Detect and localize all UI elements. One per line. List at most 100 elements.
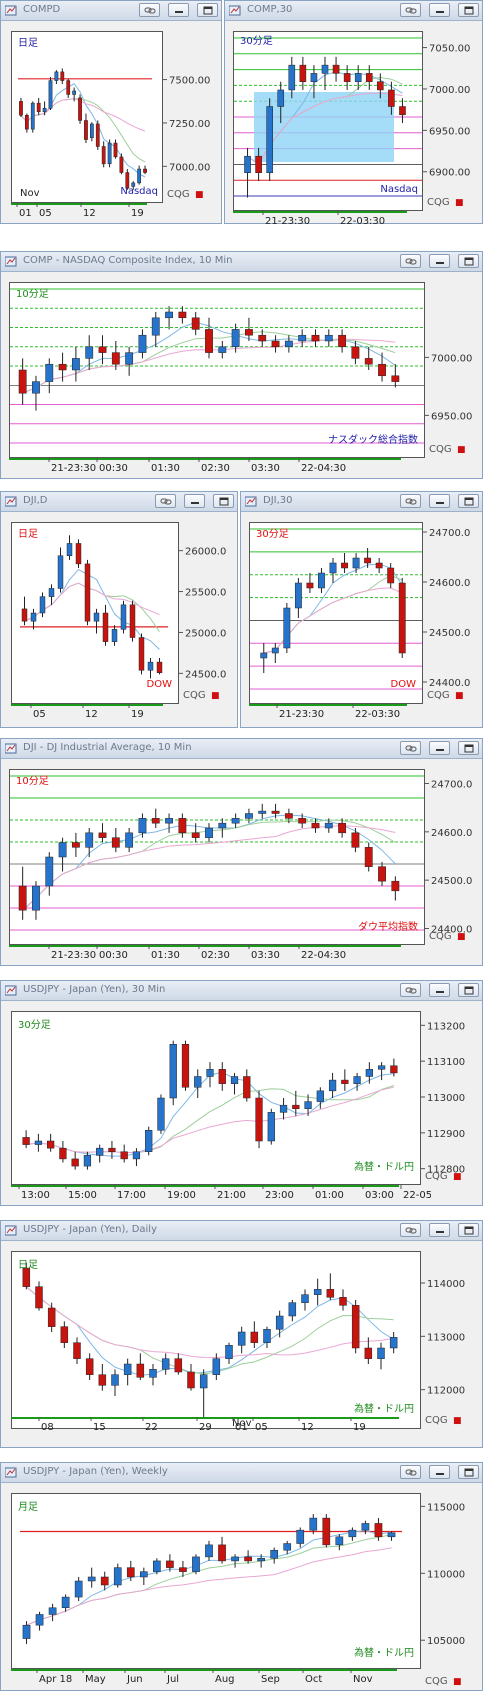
x-tick-label: Nov bbox=[353, 1674, 373, 1685]
titlebar[interactable]: DJI,30 bbox=[241, 492, 482, 512]
maximize-button[interactable] bbox=[458, 1465, 479, 1479]
chart-window-comp30[interactable]: COMP,30 30分足 Nasdaq 7050.00 7000.00 6950.00… bbox=[224, 0, 483, 224]
titlebar[interactable]: USDJPY - Japan (Yen), Weekly bbox=[1, 1463, 482, 1483]
link-icon bbox=[405, 7, 417, 14]
minimize-button[interactable] bbox=[428, 1465, 450, 1479]
cqg-logo-mark: ■ bbox=[455, 198, 464, 208]
candle bbox=[22, 1137, 30, 1145]
chart-window-usdjpyw[interactable]: USDJPY - Japan (Yen), Weekly 月足 為替・ドル円 11… bbox=[0, 1462, 483, 1691]
link-button[interactable] bbox=[399, 983, 421, 997]
candle bbox=[348, 1529, 357, 1538]
candle bbox=[294, 582, 302, 609]
link-button[interactable] bbox=[154, 494, 176, 508]
titlebar[interactable]: USDJPY - Japan (Yen), Daily bbox=[1, 1221, 482, 1241]
link-button[interactable] bbox=[399, 1223, 421, 1237]
link-button[interactable] bbox=[399, 3, 421, 17]
plot-area[interactable]: 日足 為替・ドル円 Nov bbox=[11, 1251, 421, 1429]
chart-window-dji30[interactable]: DJI,30 30分足 DOW 24700.0 24600.0 24500.0 2440… bbox=[240, 491, 483, 728]
window-title: DJI,D bbox=[23, 495, 48, 506]
period-label: 日足 bbox=[18, 37, 38, 49]
link-button[interactable] bbox=[138, 3, 160, 17]
candle bbox=[149, 1369, 157, 1378]
plot-area[interactable]: 日足 DOW bbox=[11, 522, 179, 704]
candle bbox=[277, 89, 285, 107]
candle bbox=[364, 358, 373, 365]
chart-window-djid[interactable]: DJI,D 日足 DOW 26000.0 25500.0 25000.0 24500.0… bbox=[0, 491, 238, 728]
candle bbox=[218, 822, 227, 829]
minimize-button[interactable] bbox=[167, 3, 189, 17]
titlebar[interactable]: DJI - DJ Industrial Average, 10 Min bbox=[1, 739, 482, 759]
minimize-button[interactable] bbox=[428, 494, 450, 508]
maximize-button[interactable] bbox=[213, 494, 234, 508]
minimize-button[interactable] bbox=[428, 983, 450, 997]
plot-area[interactable]: 10分足 ナスダック総合指数 bbox=[9, 282, 425, 458]
candle bbox=[75, 543, 82, 565]
maximize-button[interactable] bbox=[458, 1223, 479, 1237]
candle bbox=[329, 562, 337, 574]
maximize-button[interactable] bbox=[458, 741, 479, 755]
candle bbox=[54, 71, 59, 81]
titlebar[interactable]: DJI,D bbox=[1, 492, 237, 512]
y-tick-label: 24600.0 bbox=[431, 828, 472, 839]
x-tick-label: 21:00 bbox=[217, 1190, 246, 1201]
link-button[interactable] bbox=[399, 254, 421, 268]
y-tick-label: 7000.00 bbox=[431, 353, 472, 364]
chart-window-compd[interactable]: COMPD 日足 Nasdaq Nov 7500.00 7250.00 7000.00 C… bbox=[0, 0, 222, 224]
chart-window-dji10[interactable]: DJI - DJ Industrial Average, 10 Min 10分足… bbox=[0, 738, 483, 966]
candle bbox=[19, 101, 23, 116]
cqg-logo: CQG bbox=[425, 1415, 448, 1426]
candle bbox=[205, 329, 213, 353]
candle bbox=[48, 1607, 57, 1615]
candle bbox=[199, 1374, 208, 1389]
titlebar[interactable]: COMP - NASDAQ Composite Index, 10 Min bbox=[1, 252, 482, 272]
cqg-logo: CQG bbox=[429, 444, 452, 455]
maximize-button[interactable] bbox=[458, 254, 479, 268]
y-tick-label: 112800 bbox=[427, 1165, 465, 1176]
minimize-button[interactable] bbox=[428, 1223, 450, 1237]
plot-area[interactable]: 月足 為替・ドル円 bbox=[11, 1493, 421, 1669]
candle bbox=[231, 329, 240, 348]
candle bbox=[263, 1329, 271, 1343]
plot-area[interactable]: 日足 Nasdaq Nov bbox=[11, 31, 163, 203]
minimize-button[interactable] bbox=[428, 741, 450, 755]
titlebar[interactable]: COMPD bbox=[1, 1, 221, 21]
candle bbox=[72, 90, 77, 95]
candle bbox=[354, 73, 362, 82]
candle bbox=[341, 562, 348, 569]
moving-average-20 bbox=[22, 825, 396, 911]
chart-svg: 日足 DOW bbox=[18, 528, 172, 690]
y-axis: 7050.00 7000.00 6950.00 6900.00 CQG ■ bbox=[423, 44, 470, 208]
link-button[interactable] bbox=[399, 741, 421, 755]
candle bbox=[243, 1076, 251, 1099]
maximize-button[interactable] bbox=[458, 494, 479, 508]
candle bbox=[391, 880, 400, 892]
chart-window-usdjpy30[interactable]: USDJPY - Japan (Yen), 30 Min 30分足 為替・ドル円 … bbox=[0, 980, 483, 1206]
candle bbox=[250, 1331, 259, 1343]
maximize-button[interactable] bbox=[458, 983, 479, 997]
maximize-button[interactable] bbox=[458, 3, 479, 17]
plot-area[interactable]: 30分足 DOW bbox=[249, 522, 423, 704]
candle bbox=[288, 64, 296, 91]
chart-window-usdjpyd[interactable]: USDJPY - Japan (Yen), Daily 日足 為替・ドル円 Nov … bbox=[0, 1220, 483, 1448]
y-axis: 115000 110000 105000 CQG ■ bbox=[421, 1502, 465, 1687]
x-tick-label: 22-04:30 bbox=[301, 950, 346, 961]
chart-svg: 日足 Nasdaq Nov bbox=[18, 37, 158, 199]
x-tick-label: May bbox=[85, 1674, 106, 1685]
minimize-button[interactable] bbox=[428, 3, 450, 17]
titlebar[interactable]: COMP,30 bbox=[225, 1, 482, 21]
maximize-button[interactable] bbox=[197, 3, 218, 17]
plot-area[interactable]: 30分足 Nasdaq bbox=[233, 31, 423, 211]
chart-window-comp10[interactable]: COMP - NASDAQ Composite Index, 10 Min 10… bbox=[0, 251, 483, 479]
candle bbox=[18, 885, 27, 911]
link-button[interactable] bbox=[399, 494, 421, 508]
candle bbox=[157, 1097, 165, 1131]
maximize-icon bbox=[464, 1468, 474, 1477]
minimize-button[interactable] bbox=[428, 254, 450, 268]
minimize-button[interactable] bbox=[183, 494, 205, 508]
plot-area[interactable]: 10分足 ダウ平均指数 bbox=[9, 769, 425, 945]
candle bbox=[113, 1567, 122, 1586]
titlebar[interactable]: USDJPY - Japan (Yen), 30 Min bbox=[1, 981, 482, 1001]
link-button[interactable] bbox=[399, 1465, 421, 1479]
plot-area[interactable]: 30分足 為替・ドル円 bbox=[11, 1011, 421, 1185]
